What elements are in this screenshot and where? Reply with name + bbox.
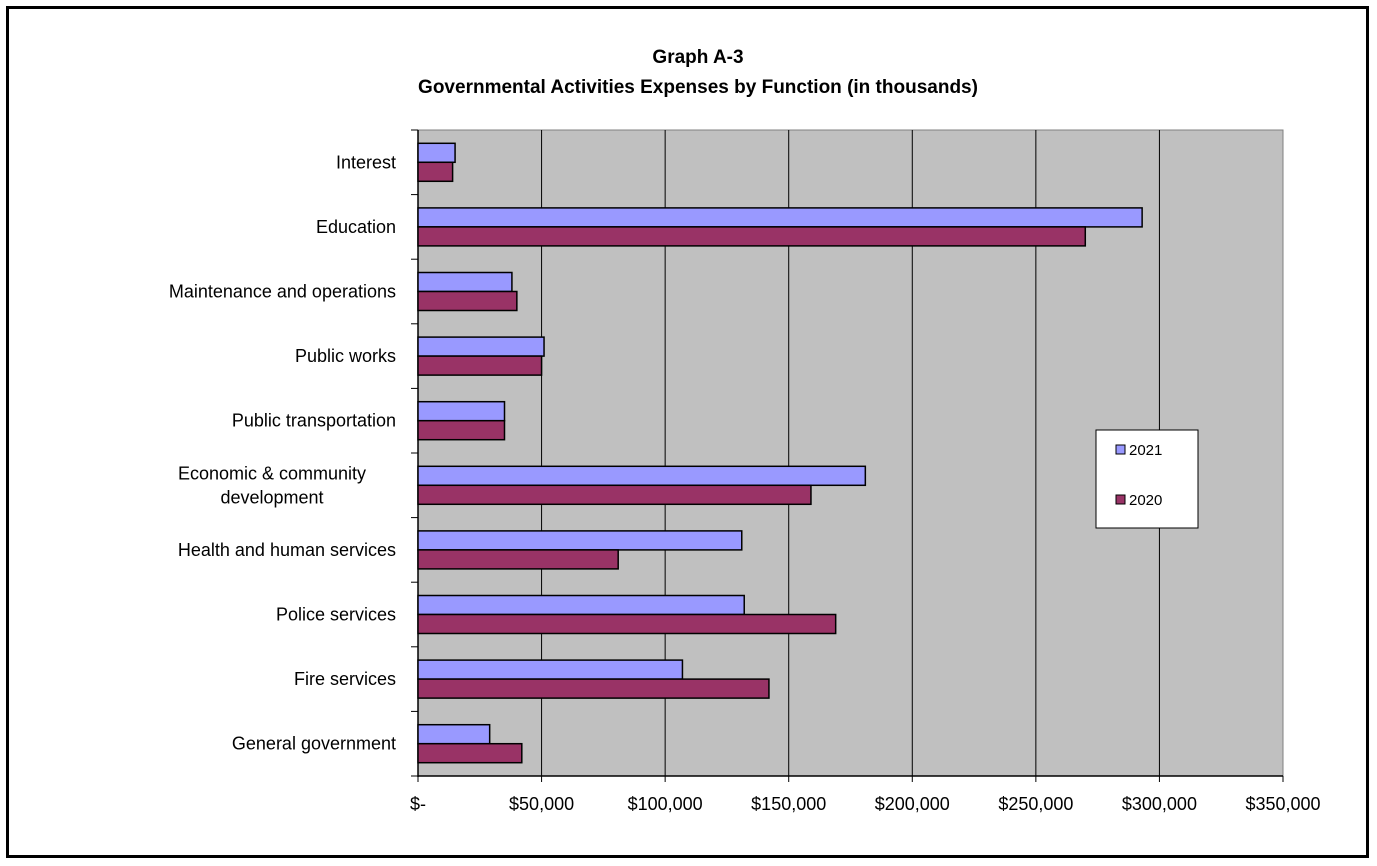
legend: 2021 2020 [1095, 429, 1199, 529]
bar-2020 [417, 226, 1087, 247]
bar-2020 [417, 290, 518, 312]
bar-2020 [417, 161, 454, 183]
category-label: Education [316, 217, 396, 237]
category-label: Fire services [294, 669, 396, 689]
bar-2021 [417, 530, 743, 551]
legend-swatch-2021 [1115, 444, 1126, 455]
x-tick-label: $- [410, 794, 426, 814]
category-label: Interest [336, 152, 396, 172]
bar-2021 [417, 142, 456, 164]
category-label: Police services [276, 605, 396, 625]
x-tick-label: $250,000 [998, 794, 1073, 814]
bar-2020 [417, 419, 506, 441]
category-label: Public transportation [232, 411, 396, 431]
bar-2020 [417, 355, 543, 376]
legend-swatch-2020 [1115, 494, 1126, 505]
bar-2020 [417, 549, 619, 570]
bar-2021 [417, 336, 545, 357]
chart-subtitle: Governmental Activities Expenses by Func… [418, 77, 978, 98]
legend-box [1095, 429, 1199, 529]
bar-2020 [417, 484, 812, 506]
bar-2021 [417, 723, 491, 745]
legend-label-2021: 2021 [1129, 442, 1162, 459]
plot-area: $- $50,000 $100,000 $150,000 $200,000 $250,00… [169, 129, 1321, 814]
bar-2020 [417, 678, 770, 699]
bar-2020 [417, 613, 837, 635]
bar-2021 [417, 207, 1143, 228]
chart-title: Graph A-3 [652, 47, 743, 68]
category-label: General government [232, 734, 396, 754]
bar-2021 [417, 659, 684, 680]
x-tick-label: $50,000 [509, 794, 574, 814]
bar-2021 [417, 465, 867, 487]
category-label: development [220, 487, 323, 507]
bar-2021 [417, 400, 506, 422]
x-tick-label: $350,000 [1245, 794, 1320, 814]
x-tick-label: $200,000 [875, 794, 950, 814]
bar-2021 [417, 271, 513, 293]
x-tick-label: $150,000 [751, 794, 826, 814]
x-tick-label: $100,000 [628, 794, 703, 814]
category-label: Economic & community [178, 463, 366, 483]
category-label: Health and human services [178, 540, 396, 560]
bar-2020 [417, 742, 523, 764]
bar-2021 [417, 594, 745, 616]
category-label: Maintenance and operations [169, 282, 396, 302]
legend-label-2020: 2020 [1129, 492, 1162, 509]
category-label: Public works [295, 346, 396, 366]
x-tick-label: $300,000 [1122, 794, 1197, 814]
